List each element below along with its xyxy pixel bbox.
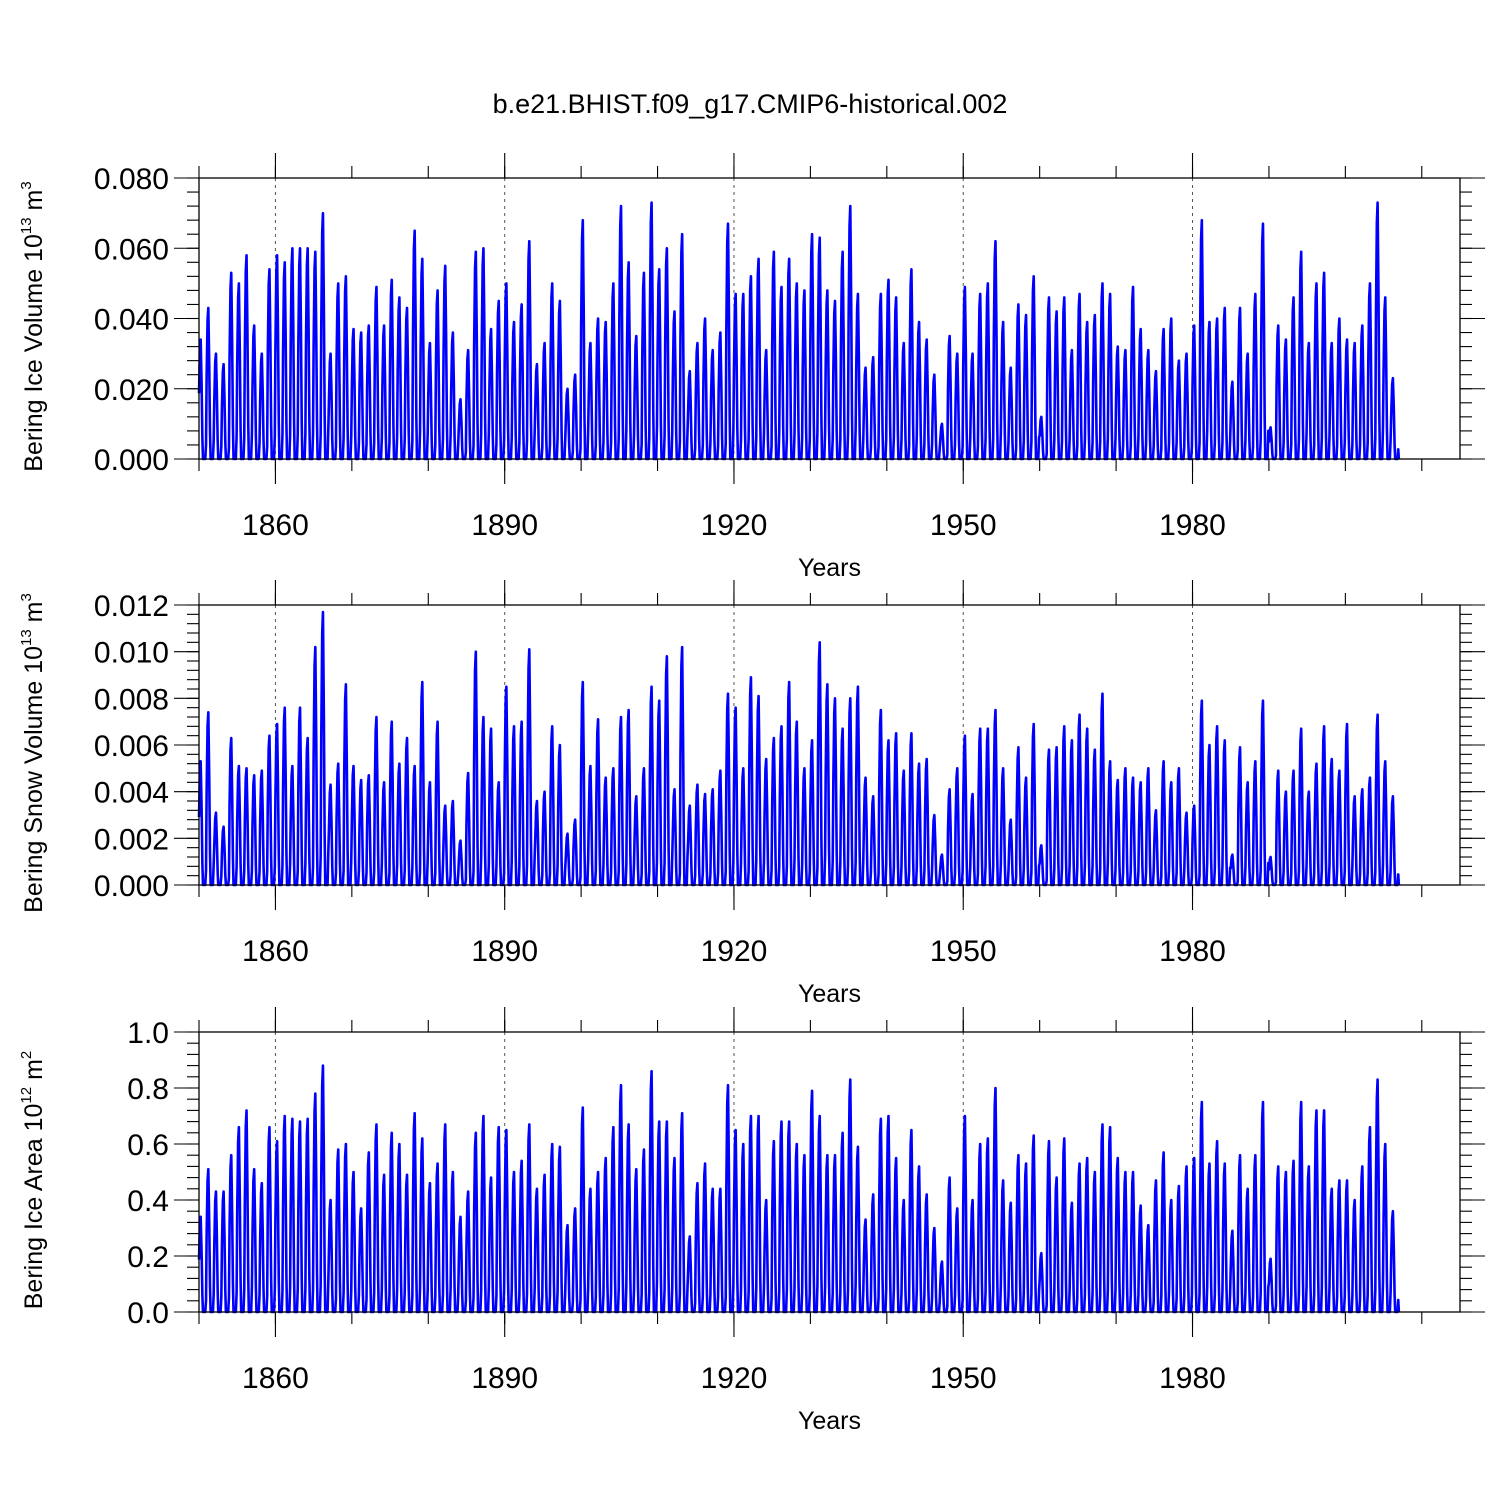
y-tick-label: 0.002	[94, 823, 169, 856]
series-line	[197, 610, 1401, 887]
y-axis-label: Bering Ice Volume 1013 m3	[18, 181, 48, 471]
x-tick-label: 1980	[1159, 509, 1226, 542]
y-tick-label: 0.4	[127, 1185, 169, 1218]
y-axis-label: Bering Snow Volume 1013 m3	[18, 593, 48, 913]
y-tick-label: 0.020	[94, 374, 169, 407]
y-tick-label: 0.6	[127, 1129, 169, 1162]
panel-3: 0.0 0.2 0.4 0.6 0.8 1.0 1860 1890 1920 1950 1980 Ye…	[18, 1007, 1485, 1435]
x-tick-label: 1920	[701, 935, 768, 968]
x-tick-label: 1890	[471, 935, 538, 968]
series-line	[197, 201, 1401, 461]
y-tick-label: 0.040	[94, 304, 169, 337]
x-tick-label: 1980	[1159, 935, 1226, 968]
x-axis-label: Years	[798, 980, 861, 1008]
y-tick-label: 0.012	[94, 590, 169, 623]
plot-frame	[198, 1031, 1461, 1313]
x-axis-label: Years	[798, 554, 861, 582]
x-tick-label: 1860	[242, 509, 309, 542]
x-tick-label: 1860	[242, 935, 309, 968]
y-tick-label: 0.000	[94, 444, 169, 477]
panels: 0.000 0.020 0.040 0.060 0.080 1860 1890 1920 195…	[18, 153, 1485, 1435]
x-tick-label: 1890	[471, 509, 538, 542]
panel-1: 0.000 0.020 0.040 0.060 0.080 1860 1890 1920 195…	[18, 153, 1485, 582]
panel-2: 0.000 0.002 0.004 0.006 0.008 0.010 0.012 1860 1…	[18, 580, 1485, 1008]
y-tick-label: 0.006	[94, 730, 169, 763]
x-tick-label: 1920	[701, 509, 768, 542]
y-tick-label: 0.010	[94, 637, 169, 670]
x-tick-label: 1950	[930, 1362, 997, 1395]
y-tick-label: 0.0	[127, 1297, 169, 1330]
x-tick-label: 1980	[1159, 1362, 1226, 1395]
y-tick-label: 0.080	[94, 163, 169, 196]
x-axis-label: Years	[798, 1407, 861, 1435]
y-tick-label: 0.8	[127, 1073, 169, 1106]
x-tick-label: 1860	[242, 1362, 309, 1395]
x-tick-label: 1950	[930, 935, 997, 968]
series-line	[197, 1064, 1401, 1314]
y-tick-label: 0.2	[127, 1241, 169, 1274]
y-tick-label: 0.008	[94, 683, 169, 716]
y-tick-label: 1.0	[127, 1017, 169, 1050]
y-axis-label: Bering Ice Area 1012 m2	[18, 1051, 48, 1310]
y-tick-label: 0.000	[94, 870, 169, 903]
y-tick-label: 0.060	[94, 233, 169, 266]
x-tick-label: 1950	[930, 509, 997, 542]
y-tick-label: 0.004	[94, 777, 169, 810]
chart-title: b.e21.BHIST.f09_g17.CMIP6-historical.002	[493, 89, 1008, 119]
x-tick-label: 1920	[701, 1362, 768, 1395]
x-tick-label: 1890	[471, 1362, 538, 1395]
